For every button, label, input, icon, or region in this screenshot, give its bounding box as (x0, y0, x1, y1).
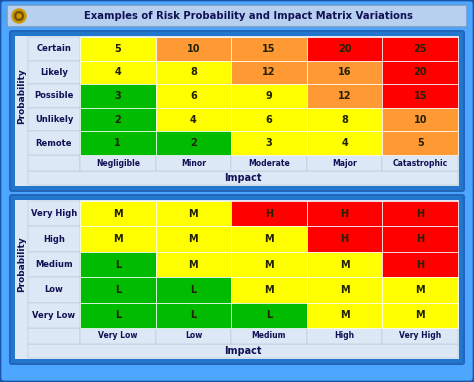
Bar (28, 108, 80, 131)
Bar (231, 303, 307, 328)
Text: M: M (415, 285, 425, 295)
Text: 10: 10 (187, 44, 200, 54)
Text: H: H (416, 234, 424, 244)
Text: 5: 5 (417, 138, 424, 148)
Bar (155, 155, 231, 171)
Bar (28, 344, 458, 358)
Text: M: M (189, 209, 198, 219)
Text: M: M (340, 259, 349, 269)
FancyBboxPatch shape (15, 36, 459, 186)
Text: Minor: Minor (181, 159, 206, 167)
Bar (80, 61, 155, 84)
Bar (155, 108, 231, 131)
Text: Examples of Risk Probability and Impact Matrix Variations: Examples of Risk Probability and Impact … (83, 11, 412, 21)
Text: Very High: Very High (31, 209, 77, 218)
Bar (80, 131, 155, 155)
Bar (383, 201, 458, 227)
Text: Moderate: Moderate (248, 159, 290, 167)
Bar (307, 227, 383, 252)
Bar (155, 252, 231, 277)
Bar (28, 155, 80, 171)
Bar (80, 108, 155, 131)
Text: Very High: Very High (399, 332, 441, 340)
Text: Certain: Certain (36, 44, 72, 53)
Text: 6: 6 (265, 115, 273, 125)
Bar (80, 201, 155, 227)
Bar (307, 108, 383, 131)
Bar (80, 303, 155, 328)
Text: 16: 16 (338, 67, 351, 78)
Text: M: M (264, 234, 274, 244)
Bar (231, 37, 307, 61)
Bar (155, 303, 231, 328)
Bar (383, 155, 458, 171)
Bar (28, 131, 80, 155)
Bar (155, 277, 231, 303)
Text: M: M (415, 310, 425, 320)
Text: Impact: Impact (224, 346, 262, 356)
Bar (231, 61, 307, 84)
Text: M: M (264, 259, 274, 269)
Bar (28, 277, 80, 303)
Bar (155, 61, 231, 84)
Circle shape (15, 11, 24, 21)
Bar (307, 252, 383, 277)
Bar (383, 108, 458, 131)
Text: H: H (340, 209, 349, 219)
Text: Major: Major (332, 159, 357, 167)
Text: Unlikely: Unlikely (35, 115, 73, 124)
Bar (231, 277, 307, 303)
Circle shape (17, 14, 21, 18)
Bar (307, 303, 383, 328)
Text: Medium: Medium (252, 332, 286, 340)
Bar (80, 227, 155, 252)
Circle shape (12, 9, 26, 23)
Text: M: M (113, 234, 123, 244)
Text: 2: 2 (190, 138, 197, 148)
Bar (383, 252, 458, 277)
Text: L: L (115, 285, 121, 295)
Text: L: L (190, 285, 197, 295)
Bar (231, 131, 307, 155)
Text: L: L (190, 310, 197, 320)
Bar (231, 155, 307, 171)
Bar (28, 84, 80, 108)
Bar (383, 131, 458, 155)
Text: 20: 20 (338, 44, 351, 54)
Bar (28, 37, 80, 61)
Text: M: M (189, 259, 198, 269)
Text: Low: Low (185, 332, 202, 340)
Bar (307, 131, 383, 155)
Bar (231, 252, 307, 277)
Text: 3: 3 (265, 138, 273, 148)
Text: M: M (264, 285, 274, 295)
Text: H: H (416, 259, 424, 269)
Text: Very Low: Very Low (32, 311, 75, 320)
Bar (80, 252, 155, 277)
Text: Low: Low (45, 285, 64, 295)
Text: 5: 5 (114, 44, 121, 54)
Bar (28, 61, 80, 84)
Text: Probability: Probability (18, 68, 27, 124)
Bar (80, 84, 155, 108)
Text: M: M (340, 310, 349, 320)
Bar (307, 201, 383, 227)
Text: Impact: Impact (224, 173, 262, 183)
Text: 12: 12 (262, 67, 276, 78)
Bar (80, 277, 155, 303)
Text: L: L (266, 310, 272, 320)
Text: Medium: Medium (35, 260, 73, 269)
Text: 15: 15 (262, 44, 276, 54)
Bar (231, 84, 307, 108)
Bar (80, 328, 155, 344)
Text: L: L (115, 310, 121, 320)
Text: 10: 10 (413, 115, 427, 125)
Text: High: High (335, 332, 355, 340)
Text: Probability: Probability (18, 236, 27, 292)
Bar (28, 171, 458, 185)
Bar (307, 328, 383, 344)
Bar (155, 201, 231, 227)
Text: Likely: Likely (40, 68, 68, 77)
Text: 4: 4 (114, 67, 121, 78)
